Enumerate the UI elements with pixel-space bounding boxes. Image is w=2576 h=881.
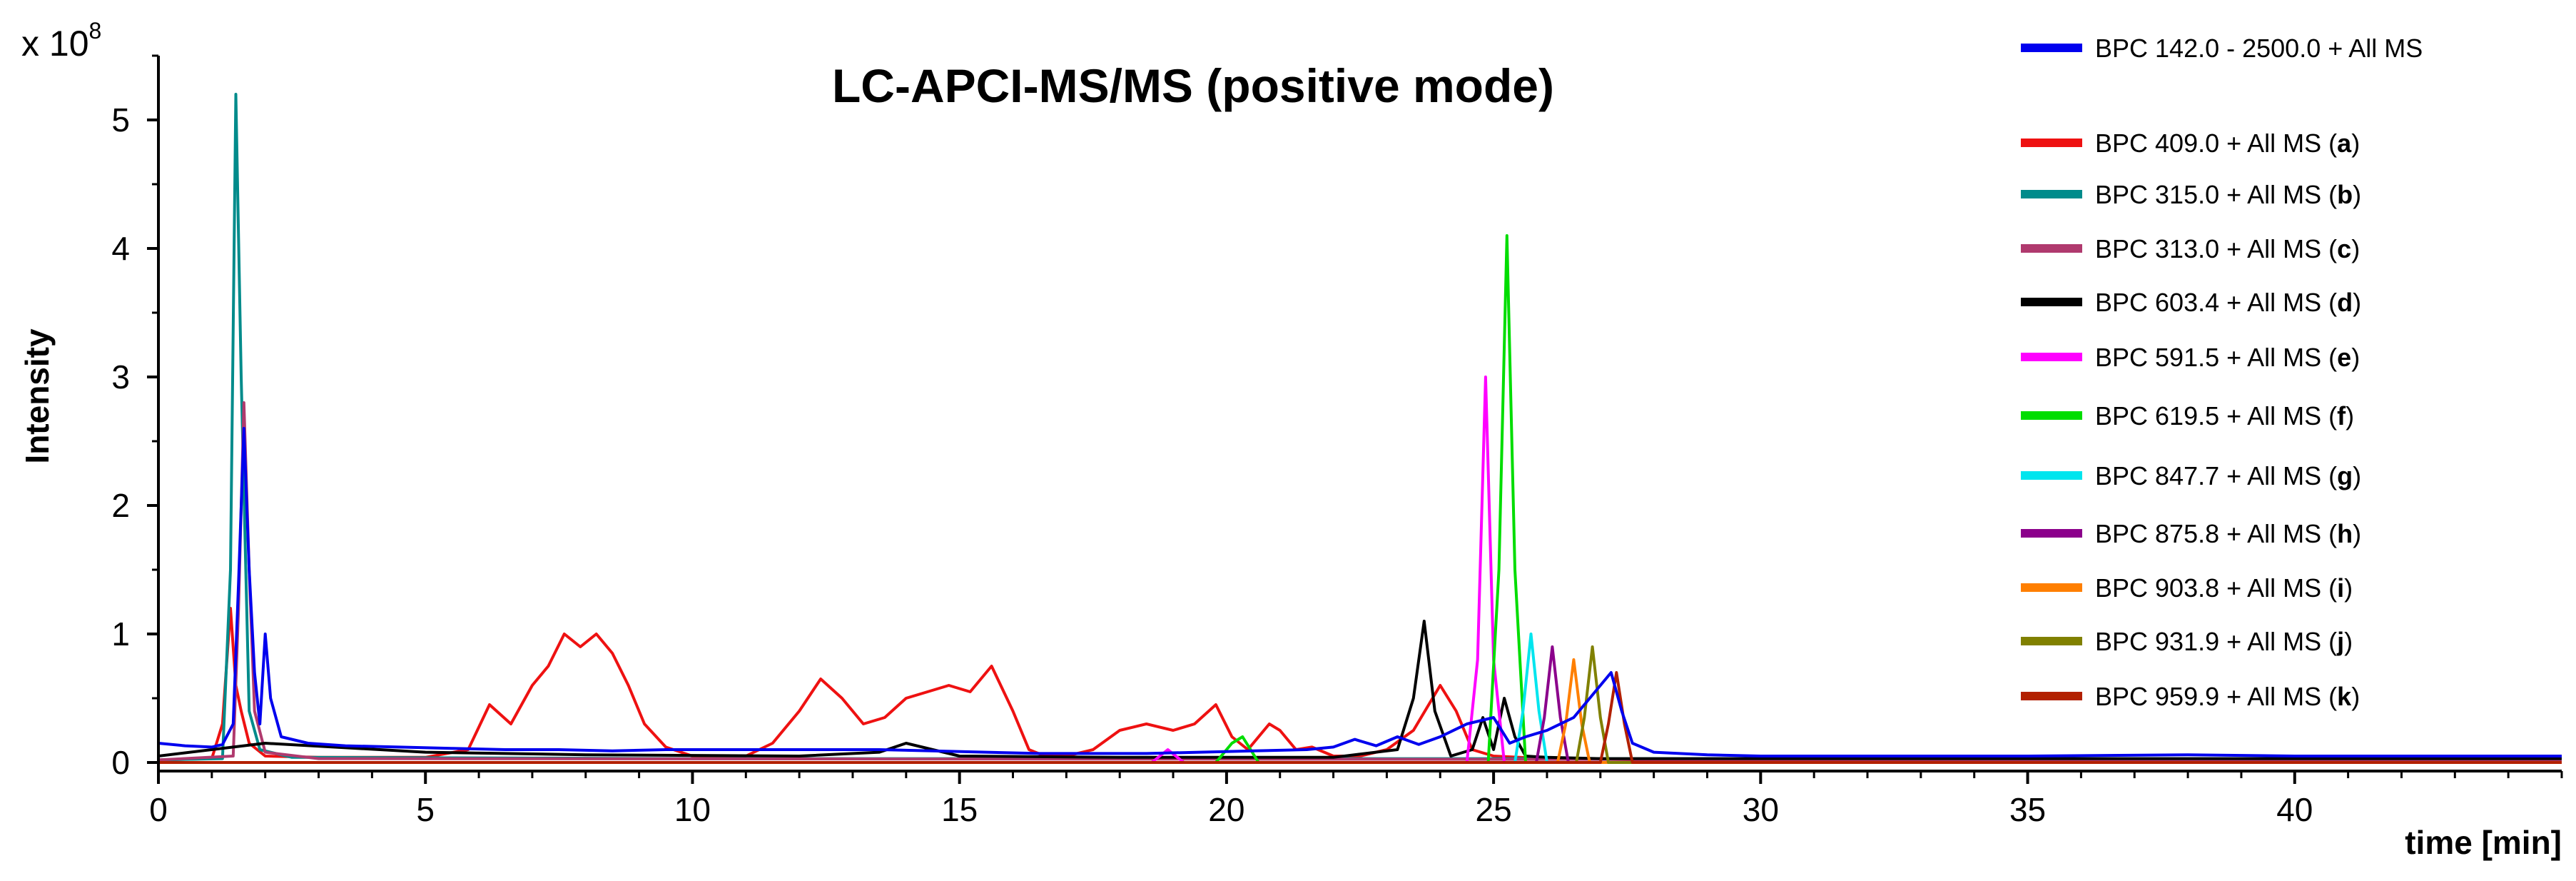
x-axis-label: time [min]: [2405, 824, 2562, 861]
x-tick-label: 0: [149, 791, 168, 828]
legend-label-h: BPC 875.8 + All MS (h): [2095, 519, 2361, 548]
legend-label-tic: BPC 142.0 - 2500.0 + All MS: [2095, 34, 2423, 63]
x-tick-label: 5: [416, 791, 435, 828]
series-line-tic: [158, 427, 2562, 757]
x-tick-label: 10: [674, 791, 711, 828]
x-tick-label: 20: [1208, 791, 1244, 828]
legend: BPC 142.0 - 2500.0 + All MS BPC 409.0 + A…: [2021, 34, 2423, 711]
y-multiplier-exponent: 8: [89, 18, 102, 44]
x-tick-label: 40: [2276, 791, 2313, 828]
y-axis-label: Intensity: [19, 328, 56, 464]
legend-label-d: BPC 603.4 + All MS (d): [2095, 288, 2361, 317]
y-tick-label: 4: [111, 230, 130, 267]
y-tick-label: 3: [111, 358, 130, 396]
axes: 0 1 2 3 4 5 0 5 10 15 20 25 30 35 40: [111, 54, 2563, 828]
series-line-d: [158, 620, 2562, 760]
series-line-a: [158, 607, 2562, 762]
y-tick-label: 2: [111, 487, 130, 524]
y-tick-label: 0: [111, 744, 130, 781]
legend-label-c: BPC 313.0 + All MS (c): [2095, 234, 2360, 263]
x-tick-label: 25: [1476, 791, 1512, 828]
x-tick-label: 30: [1743, 791, 1779, 828]
plot-area: [158, 93, 2562, 764]
x-tick-label: 35: [2009, 791, 2046, 828]
y-tick-label: 1: [111, 615, 130, 653]
x-tick-label: 15: [941, 791, 978, 828]
legend-label-b: BPC 315.0 + All MS (b): [2095, 180, 2361, 209]
legend-label-j: BPC 931.9 + All MS (j): [2095, 627, 2353, 656]
y-multiplier-base: x 10: [21, 24, 89, 64]
legend-label-k: BPC 959.9 + All MS (k): [2095, 682, 2360, 711]
series-line-e: [158, 376, 2562, 764]
legend-label-g: BPC 847.7 + All MS (g): [2095, 461, 2361, 490]
legend-label-i: BPC 903.8 + All MS (i): [2095, 573, 2353, 603]
y-multiplier: x 108: [21, 18, 101, 64]
y-tick-label: 5: [111, 101, 130, 139]
series-line-k: [158, 671, 2562, 764]
legend-label-a: BPC 409.0 + All MS (a): [2095, 129, 2360, 158]
chart-title: LC-APCI-MS/MS (positive mode): [832, 59, 1554, 112]
legend-label-e: BPC 591.5 + All MS (e): [2095, 343, 2360, 372]
legend-label-f: BPC 619.5 + All MS (f): [2095, 401, 2354, 431]
